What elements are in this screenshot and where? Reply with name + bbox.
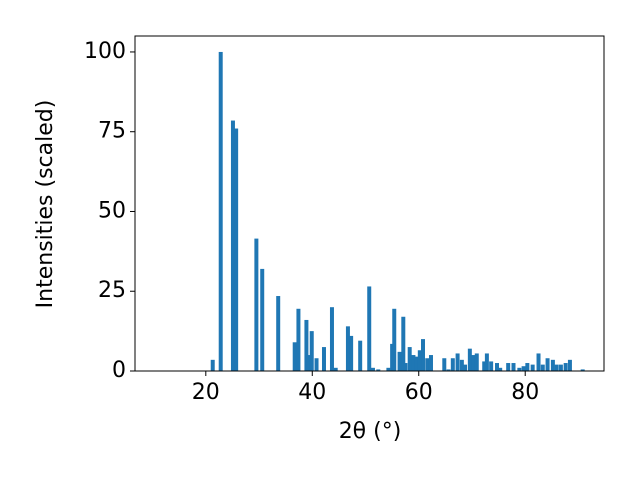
bar	[370, 367, 375, 371]
bar	[333, 367, 338, 371]
y-tick-label: 25	[98, 278, 126, 303]
plot-frame	[134, 35, 605, 372]
bar	[392, 308, 397, 371]
bar	[296, 308, 301, 371]
bar	[517, 367, 522, 371]
bar	[428, 355, 433, 371]
bar	[230, 120, 235, 371]
x-tick-label: 60	[405, 380, 433, 405]
bar	[386, 367, 391, 371]
bar	[521, 366, 526, 371]
x-tick-label: 20	[192, 380, 220, 405]
bar	[471, 355, 476, 371]
bar	[292, 342, 297, 371]
y-axis-label: Intensities (scaled)	[33, 100, 58, 309]
y-tick-label: 50	[98, 198, 126, 223]
bar	[276, 296, 281, 371]
bar	[545, 358, 550, 371]
bar	[442, 358, 447, 371]
bar	[345, 326, 350, 371]
bar	[498, 367, 503, 371]
bar	[567, 359, 572, 371]
bar	[495, 363, 499, 371]
bar	[563, 363, 568, 371]
bar	[530, 364, 535, 371]
bar	[536, 353, 541, 371]
bar	[234, 128, 239, 371]
bar	[414, 356, 419, 371]
bar	[554, 364, 559, 371]
bar	[403, 363, 408, 371]
bar	[446, 369, 451, 371]
bar	[580, 369, 585, 371]
x-axis-label: 2θ (°)	[339, 419, 402, 444]
bar	[482, 361, 487, 371]
bar	[407, 347, 412, 371]
bar	[540, 364, 545, 371]
bar	[260, 268, 265, 371]
bar	[489, 361, 494, 371]
bar	[459, 359, 464, 371]
bar	[329, 307, 334, 371]
bar	[463, 364, 468, 371]
bar	[417, 350, 422, 371]
bar	[397, 351, 402, 371]
bar	[455, 353, 460, 371]
bar	[550, 359, 555, 371]
bar	[411, 355, 416, 371]
bar	[474, 353, 479, 371]
bar	[314, 358, 319, 371]
bar	[467, 348, 472, 371]
bar	[421, 339, 425, 371]
y-tick-label: 100	[84, 39, 126, 64]
bar	[306, 355, 311, 371]
bar	[210, 359, 215, 371]
x-tick-label: 80	[511, 380, 539, 405]
y-tick-label: 0	[112, 358, 126, 383]
bar	[304, 319, 309, 371]
bar	[425, 358, 430, 371]
bar	[367, 286, 372, 371]
bar	[525, 363, 530, 371]
bar	[450, 358, 455, 371]
bar	[390, 343, 395, 371]
y-tick-label: 75	[98, 119, 126, 144]
bar	[358, 340, 363, 371]
bar	[321, 347, 326, 371]
bar	[484, 353, 489, 371]
bar	[511, 363, 516, 371]
bar	[506, 363, 511, 371]
bar	[558, 364, 563, 371]
bar	[376, 369, 381, 371]
bar	[309, 331, 314, 371]
bar	[401, 316, 406, 371]
bar	[254, 238, 259, 371]
bar	[218, 51, 223, 371]
x-tick-label: 40	[298, 380, 326, 405]
bar	[349, 335, 354, 371]
